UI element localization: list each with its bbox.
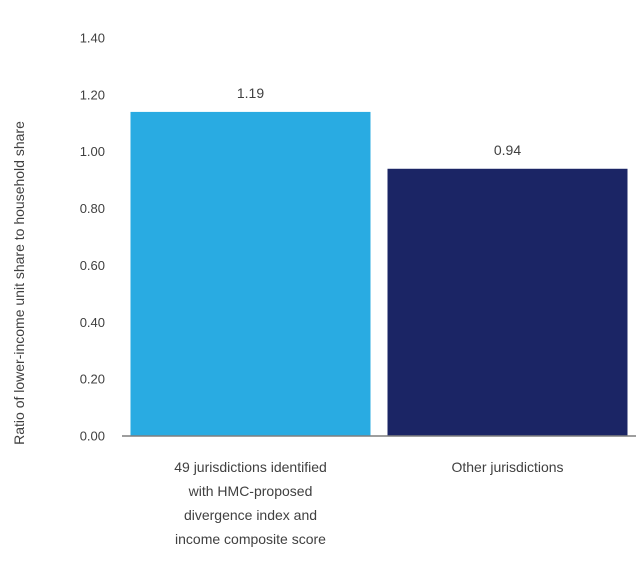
y-tick-label: 1.40	[80, 31, 105, 46]
bars	[130, 111, 628, 437]
y-tick-label: 0.80	[80, 201, 105, 216]
x-category-label-line: income composite score	[175, 531, 326, 547]
y-tick-label: 0.60	[80, 258, 105, 273]
bar	[387, 168, 628, 436]
y-tick-label: 0.20	[80, 372, 105, 387]
y-axis-ticks: 0.00 0.20 0.40 0.60 0.80 1.00 1.20 1.40	[80, 31, 105, 444]
x-category-label: Other jurisdictions	[451, 459, 563, 475]
data-label: 0.94	[494, 142, 521, 158]
y-tick-label: 0.00	[80, 429, 105, 444]
y-axis-title: Ratio of lower-income unit share to hous…	[11, 121, 27, 445]
data-label: 1.19	[237, 85, 264, 101]
x-category-label-line: 49 jurisdictions identified	[174, 459, 327, 475]
x-category-label-line: Other jurisdictions	[451, 459, 563, 475]
y-tick-label: 1.20	[80, 87, 105, 102]
y-tick-label: 1.00	[80, 144, 105, 159]
x-category-label: 49 jurisdictions identified with HMC-prop…	[174, 459, 327, 547]
x-category-label-line: divergence index and	[184, 507, 317, 523]
x-axis-category-labels: 49 jurisdictions identified with HMC-prop…	[174, 459, 563, 547]
data-labels: 1.19 0.94	[237, 85, 521, 158]
bar	[130, 111, 371, 437]
y-tick-label: 0.40	[80, 315, 105, 330]
x-category-label-line: with HMC-proposed	[188, 483, 313, 499]
